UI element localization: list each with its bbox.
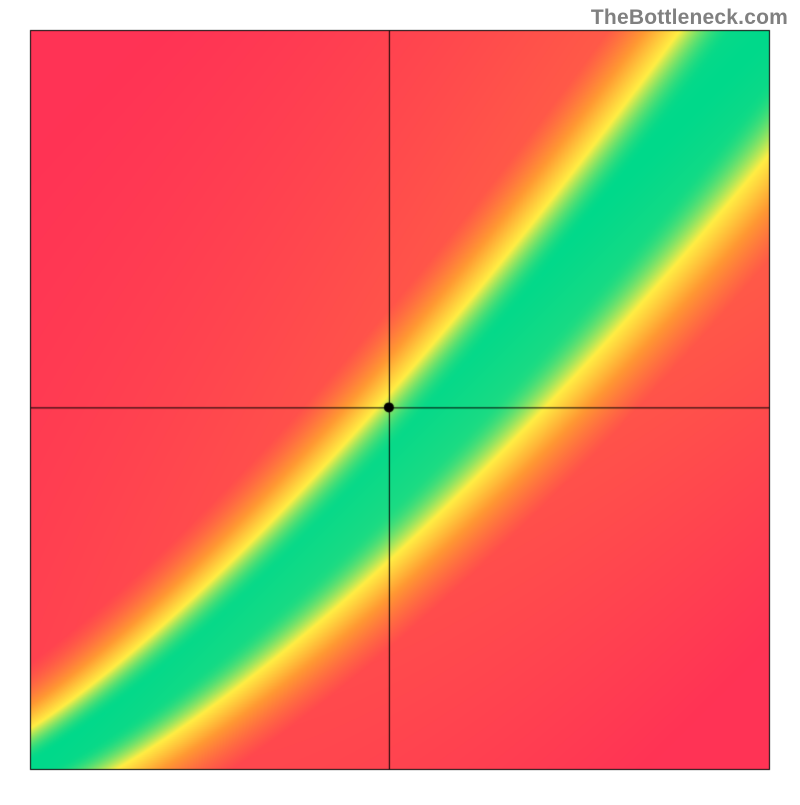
heatmap-chart <box>0 0 800 805</box>
heatmap-canvas <box>0 0 800 800</box>
watermark-text: TheBottleneck.com <box>591 6 788 30</box>
